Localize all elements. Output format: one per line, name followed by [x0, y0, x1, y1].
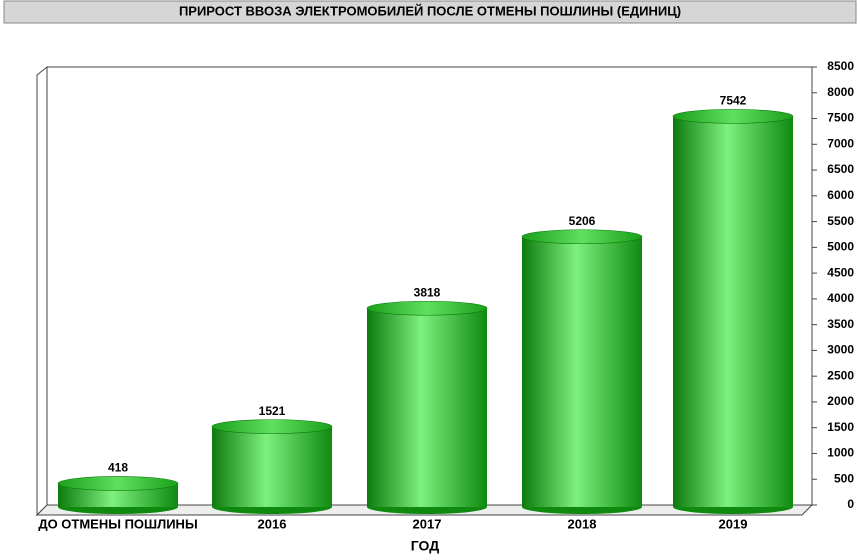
x-tick-label: 2018	[568, 516, 597, 531]
y-tick-label: 2500	[827, 368, 854, 382]
title-box	[3, 0, 857, 24]
data-label: 418	[108, 461, 128, 475]
y-tick-label: 2000	[827, 394, 854, 408]
bar-top	[366, 300, 488, 316]
y-tick-label: 0	[847, 497, 854, 511]
side-wall	[36, 65, 48, 517]
bar-top	[211, 419, 333, 434]
bar	[672, 109, 794, 514]
data-label: 5206	[569, 214, 596, 228]
y-tick-label: 5000	[827, 240, 854, 254]
bar	[57, 476, 179, 514]
y-tick-label: 3000	[827, 343, 854, 357]
y-tick-label: 6500	[827, 162, 854, 176]
y-tick-label: 7000	[827, 136, 854, 150]
chart-title: ПРИРОСТ ВВОЗА ЭЛЕКТРОМОБИЛЕЙ ПОСЛЕ ОТМЕН…	[179, 3, 681, 18]
bar-body	[212, 426, 332, 507]
y-tick-label: 1500	[827, 420, 854, 434]
x-tick-label: 2016	[258, 516, 287, 531]
x-tick-label: 2017	[413, 516, 442, 531]
bar-body	[522, 236, 642, 507]
data-label: 1521	[259, 404, 286, 418]
bar-top	[57, 476, 179, 491]
y-tick-label: 7500	[827, 111, 854, 125]
bar-body	[673, 116, 793, 507]
bar	[521, 229, 643, 514]
y-tick-label: 4500	[827, 265, 854, 279]
data-label: 3818	[414, 285, 441, 299]
x-tick-label: ДО ОТМЕНЫ ПОШЛИНЫ	[38, 516, 197, 531]
bar-body	[367, 308, 487, 507]
y-tick-label: 8500	[827, 59, 854, 73]
bar	[211, 419, 333, 514]
bar	[366, 300, 488, 514]
y-tick-label: 3500	[827, 317, 854, 331]
data-label: 7542	[720, 94, 747, 108]
y-tick-label: 1000	[827, 446, 854, 460]
y-tick-label: 500	[834, 471, 854, 485]
y-tick-label: 5500	[827, 214, 854, 228]
y-tick-label: 6000	[827, 188, 854, 202]
bar-top	[521, 229, 643, 245]
y-tick-label: 8000	[827, 85, 854, 99]
x-tick-label: 2019	[719, 516, 748, 531]
x-axis-title: ГОД	[411, 538, 439, 554]
y-tick-label: 4000	[827, 291, 854, 305]
bar-top	[672, 109, 794, 124]
